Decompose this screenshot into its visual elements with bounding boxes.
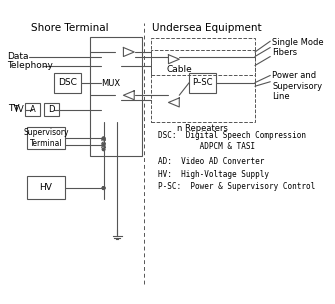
Bar bbox=[54, 73, 81, 92]
Text: P–SC: P–SC bbox=[192, 78, 213, 87]
Text: TV: TV bbox=[13, 105, 23, 114]
Text: Cable: Cable bbox=[166, 65, 192, 74]
Bar bbox=[101, 46, 121, 122]
Text: AD:  Video AD Converter: AD: Video AD Converter bbox=[158, 157, 264, 165]
Bar bbox=[151, 50, 255, 122]
Circle shape bbox=[102, 148, 105, 151]
Text: Supervisory
Terminal: Supervisory Terminal bbox=[23, 128, 69, 148]
Circle shape bbox=[102, 187, 105, 189]
Text: HV:  High-Voltage Supply: HV: High-Voltage Supply bbox=[158, 170, 269, 179]
Bar bbox=[90, 37, 142, 156]
Bar bbox=[27, 176, 65, 199]
Text: DSC:  Digital Speech Compression
         ADPCM & TASI: DSC: Digital Speech Compression ADPCM & … bbox=[158, 131, 306, 151]
Text: D: D bbox=[48, 105, 55, 114]
Text: Single Mode
Fibers: Single Mode Fibers bbox=[272, 38, 324, 57]
Circle shape bbox=[102, 137, 105, 140]
Text: MUX: MUX bbox=[101, 79, 120, 88]
Text: Shore Terminal: Shore Terminal bbox=[30, 23, 108, 33]
Circle shape bbox=[99, 64, 102, 67]
Bar bbox=[25, 103, 40, 116]
Text: Power and
Supervisory
Line: Power and Supervisory Line bbox=[272, 71, 322, 101]
Text: Undersea Equipment: Undersea Equipment bbox=[152, 23, 262, 33]
Text: HV: HV bbox=[40, 183, 52, 192]
Circle shape bbox=[102, 137, 105, 140]
Circle shape bbox=[99, 55, 102, 58]
Text: DSC: DSC bbox=[58, 78, 77, 87]
Circle shape bbox=[99, 81, 102, 84]
Circle shape bbox=[102, 143, 105, 146]
Text: Telephony: Telephony bbox=[7, 61, 53, 70]
Bar bbox=[44, 103, 59, 116]
Text: P-SC:  Power & Supervisory Control: P-SC: Power & Supervisory Control bbox=[158, 182, 315, 191]
Circle shape bbox=[102, 187, 105, 189]
Bar bbox=[189, 73, 216, 92]
Text: A: A bbox=[29, 105, 35, 114]
Text: n Repeaters: n Repeaters bbox=[177, 124, 228, 133]
Bar bbox=[151, 39, 255, 74]
Text: Data: Data bbox=[7, 52, 29, 61]
Circle shape bbox=[99, 108, 102, 111]
Text: TV: TV bbox=[8, 104, 19, 113]
Bar bbox=[27, 127, 65, 149]
